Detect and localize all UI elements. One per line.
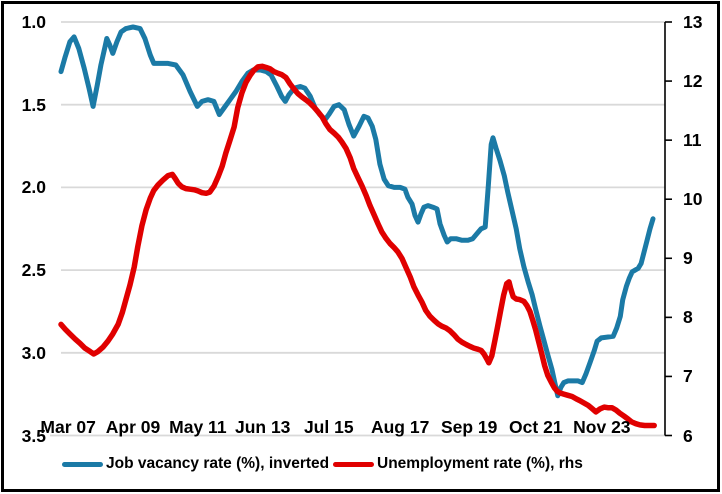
- left-axis-tick-label: 2.0: [21, 177, 46, 198]
- x-axis-tick-label: Apr 09: [105, 417, 161, 437]
- x-axis-tick-label: Jun 13: [234, 417, 291, 437]
- legend-item-job-vacancy: Job vacancy rate (%), inverted: [62, 453, 329, 475]
- x-axis-tick-label: Sep 19: [440, 417, 498, 437]
- left-axis-tick-label: 3.0: [21, 342, 46, 363]
- x-axis-tick-label: Oct 21: [509, 417, 563, 437]
- unemployment-legend-label: Unemployment rate (%), rhs: [377, 455, 583, 472]
- right-axis-tick-label: 7: [683, 366, 693, 387]
- left-axis-tick-label: 3.5: [21, 425, 46, 446]
- x-axis-tick-label: Aug 17: [370, 417, 430, 437]
- legend-item-unemployment: Unemployment rate (%), rhs: [333, 453, 583, 475]
- right-axis-tick-label: 8: [683, 307, 693, 328]
- unemployment-line: [58, 63, 657, 429]
- right-axis-tick-label: 9: [683, 248, 693, 269]
- right-axis-tick-label: 11: [683, 130, 702, 151]
- x-axis-tick-label: Nov 23: [573, 417, 631, 437]
- job-vacancy-line: [58, 24, 656, 399]
- job-vacancy-legend-swatch: [62, 461, 103, 467]
- job-vacancy-legend-label: Job vacancy rate (%), inverted: [106, 455, 330, 472]
- right-axis-tick-label: 12: [683, 71, 703, 92]
- unemployment-legend-swatch: [333, 461, 374, 467]
- right-axis-tick-label: 13: [683, 12, 703, 32]
- x-axis-tick-label: Mar 07: [40, 417, 96, 437]
- left-axis-tick-label: 1.5: [21, 94, 46, 115]
- x-axis-tick-label: Jul 15: [303, 417, 354, 437]
- right-axis-tick-label: 6: [683, 425, 693, 446]
- right-axis-tick-label: 10: [683, 189, 703, 210]
- x-axis-tick-label: May 11: [169, 417, 227, 437]
- left-axis-tick-label: 2.5: [21, 260, 46, 281]
- left-axis-tick-label: 1.0: [21, 12, 46, 32]
